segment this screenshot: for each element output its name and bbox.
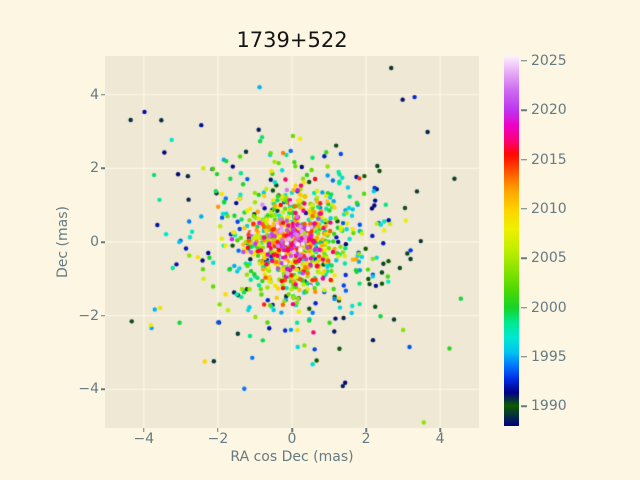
y-tick-label: 2 xyxy=(90,160,99,177)
colorbar-tick-label: 1995 xyxy=(531,348,567,365)
colorbar-tick-mark xyxy=(521,306,527,309)
colorbar xyxy=(504,56,519,426)
colorbar-tick-mark xyxy=(521,109,527,112)
colorbar-tick-mark xyxy=(521,405,527,408)
colorbar-tick-mark xyxy=(521,356,527,358)
y-tick-mark xyxy=(101,167,105,170)
scatter-canvas xyxy=(105,56,479,428)
x-tick-mark xyxy=(365,428,367,432)
colorbar-tick-label: 2010 xyxy=(531,200,567,217)
x-tick-label: 4 xyxy=(435,431,445,447)
colorbar-tick-label: 2015 xyxy=(531,151,567,168)
x-tick-label: −2 xyxy=(207,431,229,447)
x-tick-mark xyxy=(291,428,293,432)
x-tick-label: 0 xyxy=(287,431,297,447)
colorbar-tick-mark xyxy=(521,158,527,161)
colorbar-tick-label: 2005 xyxy=(531,250,567,267)
x-axis-label: RA cos Dec (mas) xyxy=(230,449,354,465)
y-tick-mark xyxy=(101,388,105,391)
colorbar-tick-label: 2025 xyxy=(531,52,567,69)
y-tick-label: 0 xyxy=(90,234,99,250)
x-tick-label: 2 xyxy=(361,431,371,447)
y-tick-mark xyxy=(101,314,105,317)
y-tick-label: −2 xyxy=(78,307,99,324)
y-tick-label: −4 xyxy=(78,381,99,398)
colorbar-tick-label: 2000 xyxy=(531,299,567,316)
x-tick-mark xyxy=(217,428,219,432)
colorbar-tick-label: 2020 xyxy=(531,102,567,119)
x-tick-mark xyxy=(439,428,441,432)
colorbar-tick-mark xyxy=(521,208,527,210)
x-tick-label: −4 xyxy=(133,431,155,447)
y-tick-mark xyxy=(101,93,105,96)
y-tick-label: 4 xyxy=(90,86,99,103)
plot-area xyxy=(105,56,479,428)
x-tick-mark xyxy=(143,428,145,432)
colorbar-tick-label: 1990 xyxy=(531,398,567,415)
colorbar-tick-mark xyxy=(521,60,527,62)
chart-title: 1739+522 xyxy=(236,28,348,52)
colorbar-tick-mark xyxy=(521,257,527,260)
y-tick-mark xyxy=(101,241,105,243)
